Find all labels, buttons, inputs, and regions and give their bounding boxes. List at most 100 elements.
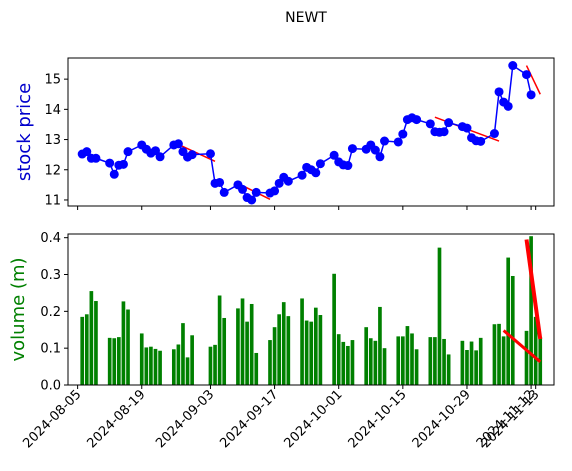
volume-bar	[346, 345, 350, 385]
volume-bar	[89, 291, 94, 385]
volume-bar	[153, 348, 158, 385]
volume-bar	[80, 316, 85, 385]
volume-bar	[401, 336, 405, 385]
volume-bar	[396, 336, 401, 385]
volume-bar	[336, 334, 341, 385]
volume-bar	[144, 347, 149, 385]
volume-bar	[281, 302, 286, 385]
volume-bar	[524, 330, 529, 385]
x-tick-label: 2024-10-15	[346, 387, 410, 451]
price-y-axis-label: stock price	[14, 83, 35, 181]
price-point	[219, 187, 229, 197]
x-tick-label: 2024-11-13	[478, 387, 542, 451]
price-point	[215, 177, 225, 187]
price-point	[238, 184, 248, 194]
volume-bar	[506, 257, 511, 385]
price-point	[522, 70, 532, 80]
price-y-tick-label: 12	[44, 163, 61, 178]
price-line	[81, 64, 532, 201]
price-axes-frame	[67, 57, 555, 207]
volume-bar	[492, 324, 497, 385]
price-point	[270, 186, 280, 196]
volume-bar	[185, 357, 190, 385]
price-point	[425, 119, 435, 129]
volume-bar	[190, 335, 194, 385]
volume-y-tick-label: 0.1	[40, 342, 61, 357]
price-point	[109, 169, 119, 179]
volume-bar	[382, 348, 387, 385]
price-point	[315, 159, 325, 169]
price-point	[347, 144, 357, 154]
price-point	[380, 136, 390, 146]
volume-bar	[341, 341, 346, 385]
volume-bar	[300, 298, 304, 385]
volume-bar	[378, 306, 382, 385]
volume-bar	[465, 350, 469, 385]
price-point	[444, 118, 454, 128]
volume-bar	[217, 295, 222, 385]
volume-y-tick-label: 0.3	[40, 268, 61, 283]
chart-title: NEWT	[285, 10, 327, 26]
volume-trend-segment	[502, 329, 542, 363]
price-point	[398, 129, 408, 139]
price-point	[311, 168, 321, 178]
volume-bar	[478, 337, 483, 385]
price-point	[123, 147, 133, 157]
volume-bar	[442, 338, 446, 385]
volume-y-tick-label: 0.0	[40, 379, 61, 394]
volume-bar	[245, 321, 249, 385]
price-trend-lines	[141, 65, 541, 201]
x-tick-label: 2024-08-05	[20, 387, 84, 451]
price-y-ticks: 11 12 13 14 15	[44, 73, 68, 208]
volume-bar	[313, 307, 318, 385]
price-point	[297, 170, 307, 180]
volume-bar	[286, 316, 291, 385]
price-point	[489, 129, 499, 139]
price-point	[247, 195, 257, 205]
volume-bar	[373, 340, 378, 385]
price-point	[526, 90, 536, 100]
volume-bar	[84, 314, 89, 385]
volume-bar	[304, 320, 309, 385]
volume-y-tick-label: 0.2	[40, 305, 61, 320]
volume-bar	[176, 344, 181, 385]
price-point	[494, 87, 504, 97]
volume-bar	[126, 309, 130, 385]
volume-bar	[469, 341, 474, 385]
price-point	[508, 61, 518, 71]
volume-y-tick-label: 0.4	[40, 231, 61, 246]
price-point	[462, 123, 472, 133]
price-point	[412, 115, 422, 125]
volume-bar	[268, 340, 272, 385]
volume-chart: 0.00.10.20.30.4 2024-08-05 2024-08-19 2024…	[8, 231, 555, 451]
volume-bar	[112, 338, 117, 385]
volume-y-axis-label: volume (m)	[8, 258, 29, 362]
volume-bar	[107, 337, 112, 385]
volume-bar	[474, 350, 478, 385]
volume-bar	[213, 344, 217, 385]
volume-bar	[236, 308, 240, 385]
volume-bar	[529, 236, 533, 385]
volume-bar	[318, 315, 323, 385]
volume-bar	[497, 323, 501, 385]
volume-bar	[446, 354, 451, 385]
volume-x-ticks: 2024-08-05 2024-08-19 2024-09-03 2024-09-17…	[20, 385, 543, 451]
price-point	[329, 150, 339, 160]
volume-bar	[405, 326, 410, 385]
volume-bar	[171, 349, 176, 385]
price-point	[476, 136, 486, 146]
volume-trend-segment	[524, 239, 543, 340]
x-tick-label: 2024-10-01	[282, 387, 346, 451]
volume-bar	[149, 346, 153, 385]
price-y-tick-label: 14	[44, 103, 61, 118]
volume-bar	[433, 337, 437, 385]
volume-bar	[510, 275, 515, 385]
volume-y-ticks: 0.0 0.1 0.2 0.3 0.4	[40, 231, 68, 394]
price-point	[187, 150, 197, 160]
x-tick-label: 2024-08-19	[85, 387, 149, 451]
volume-bar	[249, 303, 254, 385]
price-point	[375, 152, 385, 162]
price-trend-segment	[525, 65, 541, 95]
price-point	[251, 187, 261, 197]
